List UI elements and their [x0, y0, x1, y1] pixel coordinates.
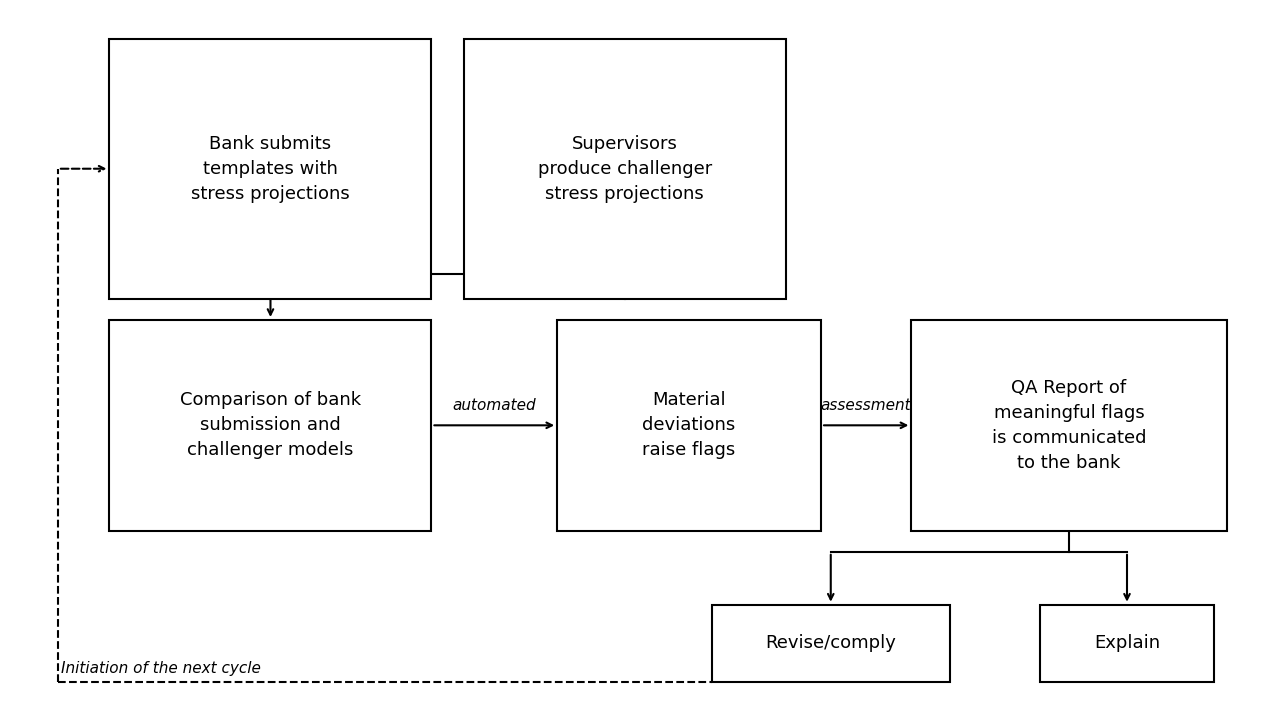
Text: Initiation of the next cycle: Initiation of the next cycle — [61, 662, 260, 676]
FancyBboxPatch shape — [711, 605, 951, 682]
Text: QA Report of
meaningful flags
is communicated
to the bank: QA Report of meaningful flags is communi… — [992, 379, 1146, 472]
Text: assessment: assessment — [820, 398, 912, 413]
Text: Bank submits
templates with
stress projections: Bank submits templates with stress proje… — [191, 135, 350, 202]
Text: Supervisors
produce challenger
stress projections: Supervisors produce challenger stress pr… — [537, 135, 712, 202]
Text: Comparison of bank
submission and
challenger models: Comparison of bank submission and challe… — [180, 392, 361, 459]
FancyBboxPatch shape — [911, 320, 1226, 531]
Text: automated: automated — [452, 398, 536, 413]
FancyBboxPatch shape — [109, 320, 431, 531]
FancyBboxPatch shape — [109, 39, 431, 299]
FancyBboxPatch shape — [1039, 605, 1213, 682]
FancyBboxPatch shape — [464, 39, 786, 299]
Text: Revise/comply: Revise/comply — [765, 634, 896, 652]
Text: Explain: Explain — [1094, 634, 1160, 652]
Text: Material
deviations
raise flags: Material deviations raise flags — [643, 392, 735, 459]
FancyBboxPatch shape — [556, 320, 822, 531]
